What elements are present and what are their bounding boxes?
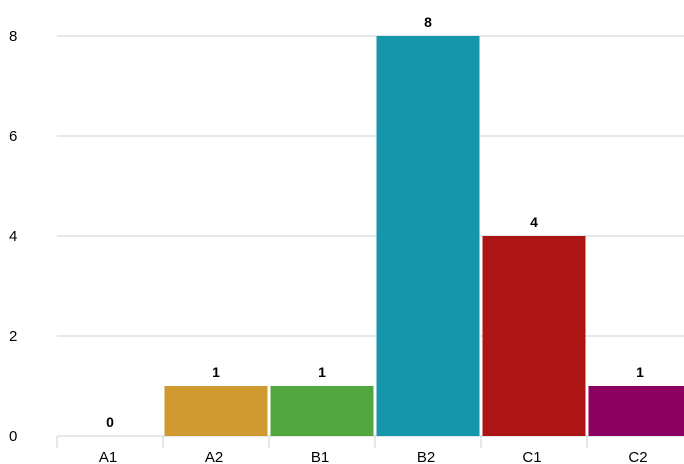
y-axis: 0 2 4 6 8 bbox=[9, 28, 17, 445]
bar-B2 bbox=[376, 36, 480, 436]
data-label-A2: 1 bbox=[212, 364, 220, 380]
data-label-C2: 1 bbox=[636, 364, 644, 380]
x-tick-label-B2: B2 bbox=[417, 449, 435, 464]
bar-A2 bbox=[164, 386, 268, 436]
x-tick-label-A2: A2 bbox=[205, 449, 223, 464]
data-label-B1: 1 bbox=[318, 364, 326, 380]
y-tick-label-0: 0 bbox=[9, 428, 17, 445]
gridlines bbox=[57, 35, 684, 437]
x-tick-label-C1: C1 bbox=[522, 449, 541, 464]
data-label-B2: 8 bbox=[424, 14, 432, 30]
data-label-A1: 0 bbox=[106, 414, 114, 430]
x-axis: A1 A2 B1 B2 C1 C2 bbox=[56, 436, 648, 464]
x-tick-label-C2: C2 bbox=[628, 449, 647, 464]
x-tick-label-B1: B1 bbox=[311, 449, 329, 464]
data-labels: 0 1 1 8 4 1 bbox=[106, 14, 644, 430]
y-tick-label-6: 6 bbox=[9, 128, 17, 145]
bars bbox=[164, 36, 684, 436]
y-tick-label-8: 8 bbox=[9, 28, 17, 45]
data-label-C1: 4 bbox=[530, 214, 538, 230]
y-tick-label-2: 2 bbox=[9, 328, 17, 345]
bar-B1 bbox=[270, 386, 374, 436]
bar-C2 bbox=[588, 386, 684, 436]
bar-C1 bbox=[482, 236, 586, 436]
x-tick-label-A1: A1 bbox=[99, 449, 117, 464]
y-tick-label-4: 4 bbox=[9, 228, 17, 245]
